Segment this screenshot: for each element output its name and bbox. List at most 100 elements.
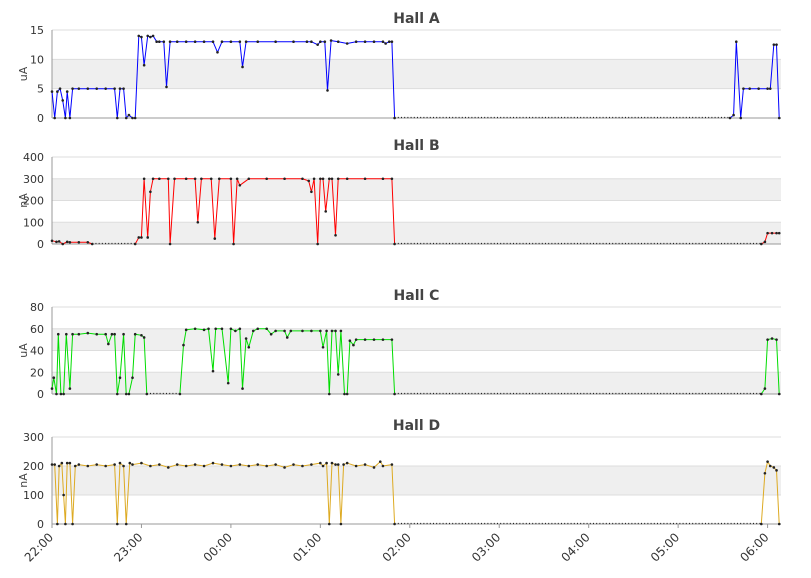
grid-band: [52, 30, 781, 60]
data-point: [77, 463, 81, 466]
data-point: [50, 387, 54, 390]
data-point: [310, 329, 313, 333]
data-point: [149, 190, 152, 194]
data-point: [165, 85, 168, 89]
data-point: [50, 463, 54, 466]
x-tick-label: 04:00: [558, 530, 592, 564]
data-point: [65, 240, 69, 244]
data-point: [748, 87, 751, 90]
data-point: [110, 332, 114, 336]
data-point: [118, 87, 122, 90]
data-point: [265, 327, 268, 331]
data-point: [211, 461, 215, 465]
data-point: [127, 392, 131, 396]
chart-title: Hall D: [393, 418, 440, 434]
data-point: [381, 338, 385, 341]
data-point: [71, 332, 74, 336]
data-point: [229, 327, 233, 331]
data-point: [384, 42, 387, 45]
data-point: [343, 392, 346, 396]
data-point: [241, 387, 244, 390]
x-tick-label: 06:00: [737, 530, 771, 564]
chart-panel-2: 0 100 200 300 400 Hall B nA: [17, 138, 781, 251]
data-point: [146, 34, 150, 38]
data-point: [285, 336, 289, 339]
grid-band: [52, 350, 781, 373]
data-point: [345, 461, 349, 465]
data-point: [193, 463, 197, 466]
data-point: [336, 40, 340, 44]
data-point: [57, 240, 61, 243]
data-point: [336, 177, 340, 181]
data-point: [766, 231, 769, 235]
data-point: [775, 469, 778, 472]
data-point: [128, 461, 132, 465]
data-point: [142, 63, 146, 67]
data-point: [274, 329, 277, 333]
data-point: [327, 522, 331, 526]
chart-panel-1: 0 5 10 15 Hall A uA: [17, 11, 781, 125]
data-point: [770, 337, 774, 340]
grid-band: [52, 495, 781, 524]
data-point: [766, 460, 769, 463]
data-point: [113, 332, 116, 336]
data-point: [345, 42, 349, 45]
data-point: [149, 35, 152, 39]
data-point: [372, 338, 376, 341]
chart-panel-3: 0 20 40 60 80 Hall C uA: [17, 288, 781, 401]
grid-band: [52, 222, 781, 244]
data-point: [283, 329, 286, 333]
data-point: [124, 392, 128, 396]
data-point: [62, 493, 65, 497]
data-point: [115, 522, 119, 526]
data-point: [326, 89, 329, 92]
data-point: [770, 231, 774, 235]
chart-title: Hall A: [393, 11, 440, 27]
data-point: [53, 463, 56, 466]
data-point: [372, 40, 376, 44]
data-point: [256, 40, 260, 44]
data-point: [178, 392, 182, 396]
data-point: [175, 463, 179, 466]
data-point: [142, 177, 146, 181]
data-point: [77, 87, 81, 90]
y-tick-label: 40: [30, 345, 44, 358]
data-point: [60, 461, 64, 465]
data-point: [238, 463, 242, 466]
data-point: [193, 327, 197, 331]
data-point: [319, 329, 322, 333]
x-tick-label: 00:00: [201, 530, 235, 564]
data-point: [193, 177, 197, 181]
y-tick-label: 5: [37, 83, 44, 96]
data-point: [193, 40, 197, 44]
y-tick-label: 100: [23, 489, 44, 502]
data-point: [56, 90, 59, 93]
data-point: [777, 231, 781, 235]
data-point: [354, 464, 358, 468]
data-point: [146, 236, 150, 239]
data-point: [127, 113, 131, 117]
data-point: [772, 466, 776, 469]
x-tick-label: 03:00: [469, 530, 503, 564]
data-point: [768, 87, 772, 90]
data-point: [327, 177, 331, 181]
data-point: [760, 242, 763, 246]
data-point: [292, 40, 295, 44]
data-point: [339, 522, 343, 526]
grid-band: [52, 178, 781, 201]
data-point: [766, 338, 769, 341]
data-point: [330, 461, 334, 465]
y-tick-label: 10: [30, 53, 44, 66]
data-point: [247, 177, 251, 181]
data-point: [235, 177, 239, 181]
data-point: [220, 40, 224, 44]
grid-band: [52, 328, 781, 351]
y-axis-label: uA: [17, 343, 30, 358]
data-point: [158, 177, 161, 181]
data-point: [244, 337, 248, 340]
x-tick-label: 23:00: [111, 530, 145, 564]
data-point: [57, 464, 61, 468]
data-point: [775, 231, 778, 235]
data-point: [316, 43, 319, 46]
data-point: [50, 239, 54, 243]
